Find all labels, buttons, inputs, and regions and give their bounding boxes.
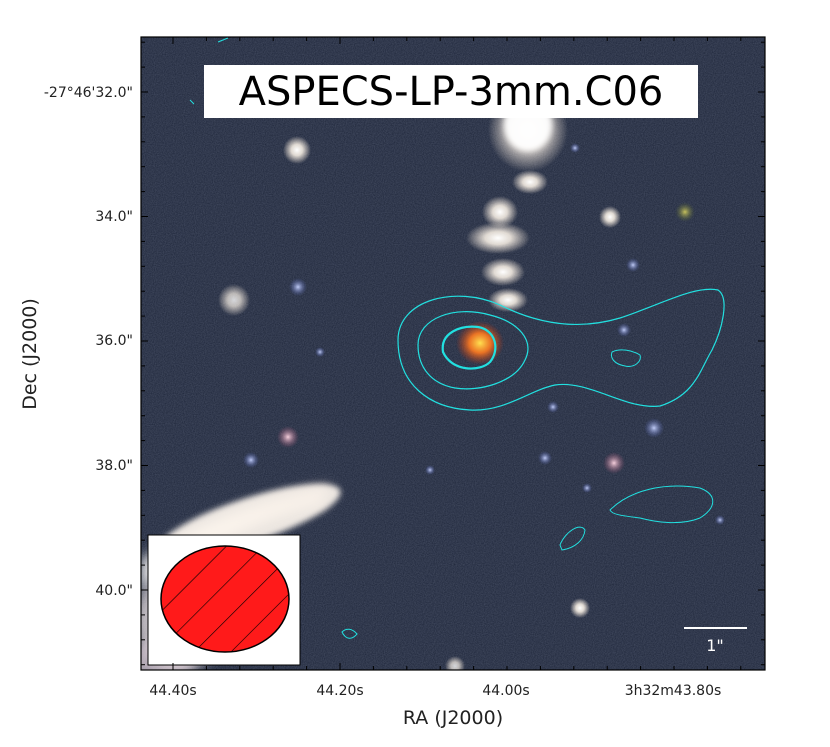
contour-inner (441, 325, 497, 370)
x-tick-label: 3h32m43.80s (625, 683, 722, 699)
y-tick-label: 40.0" (95, 583, 133, 599)
field-objects (218, 136, 725, 670)
y-tick-label: 36.0" (95, 333, 133, 349)
plot-frame (140, 36, 766, 671)
y-tick-label: -27°46'32.0" (44, 85, 133, 101)
scale-bar-label: 1" (706, 636, 724, 655)
x-tick-label: 44.00s (482, 683, 529, 699)
title-background (204, 65, 698, 118)
contours (189, 37, 725, 639)
target-source (456, 321, 504, 365)
contour-outer (397, 288, 725, 411)
contour-edge-left (189, 99, 195, 105)
x-axis-label: RA (J2000) (403, 707, 503, 729)
x-tick-label: 44.20s (316, 683, 363, 699)
contour-small-lower (559, 526, 586, 551)
plot-title: ASPECS-LP-3mm.C06 (239, 69, 664, 115)
beam-ellipse (160, 545, 290, 653)
beam-inset (147, 534, 301, 666)
y-tick-label: 38.0" (95, 458, 133, 474)
title-box: ASPECS-LP-3mm.C06 (204, 65, 698, 118)
contour-lower-right (609, 485, 714, 524)
y-tick-label: 34.0" (95, 209, 133, 225)
contour-middle (417, 311, 529, 390)
scale-bar: 1" (684, 627, 747, 655)
contour-edge-top (217, 37, 229, 43)
x-tick-labels: 44.40s 44.20s 44.00s 3h32m43.80s (149, 683, 721, 699)
image-panel: 1" (141, 37, 765, 670)
contour-small-right (611, 349, 641, 367)
y-axis-label: Dec (J2000) (19, 298, 41, 410)
x-tick-label: 44.40s (149, 683, 196, 699)
y-tick-labels: -27°46'32.0" 34.0" 36.0" 38.0" 40.0" (44, 85, 133, 599)
axis-ticks (141, 37, 765, 670)
contour-tiny (341, 628, 358, 639)
